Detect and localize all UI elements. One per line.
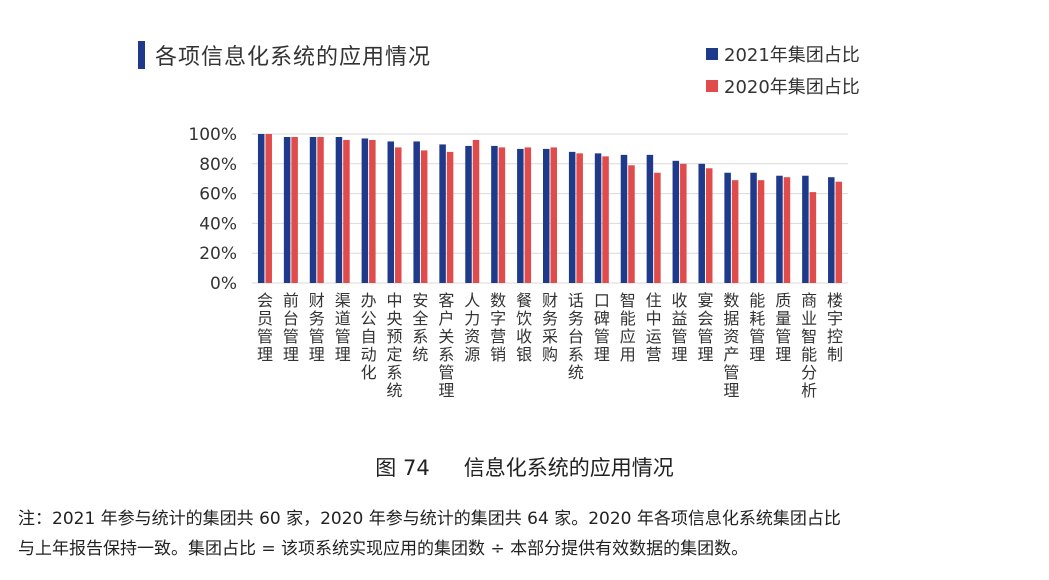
bar-2021: [802, 175, 809, 283]
figure-number: 图 74: [375, 456, 430, 480]
bar-2020: [472, 139, 480, 283]
bar-2020: [420, 150, 428, 283]
bar-2021: [257, 134, 265, 283]
x-category-label: 能耗管理: [749, 291, 765, 364]
x-category-label: 财务采购: [542, 291, 558, 364]
y-tick-label: 80%: [199, 155, 237, 175]
bar-2021: [620, 154, 628, 283]
bar-2021: [724, 172, 731, 283]
bar-2021: [465, 145, 472, 283]
bar-2021: [828, 177, 835, 283]
legend-item-2020: 2020年集团占比: [706, 70, 860, 102]
x-category-label: 商业智能分析: [801, 291, 817, 400]
bar-2020: [524, 147, 532, 283]
x-category-label: 宴会管理: [697, 291, 713, 364]
bar-2020: [291, 136, 298, 283]
bar-2020: [550, 147, 557, 283]
legend-swatch-2020: [706, 80, 718, 92]
chart-title: 各项信息化系统的应用情况: [138, 38, 431, 72]
bar-2020: [498, 147, 506, 283]
bar-2020: [835, 181, 843, 283]
y-tick-label: 60%: [199, 185, 237, 205]
bar-2020: [705, 168, 713, 283]
bar-2020: [680, 163, 687, 283]
x-category-label: 楼宇控制: [827, 291, 843, 364]
x-category-label: 客户关系管理: [438, 291, 454, 400]
bar-2020: [395, 147, 402, 283]
bar-2021: [672, 160, 680, 283]
bar-2021: [439, 144, 446, 283]
y-tick-label: 40%: [199, 214, 237, 234]
x-category-label: 收益管理: [672, 291, 688, 364]
bar-2020: [654, 172, 661, 283]
chart-legend: 2021年集团占比 2020年集团占比: [706, 38, 860, 102]
bar-2020: [369, 139, 376, 283]
bar-chart: 0% 20% 40% 60% 80% 100% 会员管理前台管理财务管理渠道管理办公自动化中…: [188, 125, 848, 400]
bar-2020: [809, 192, 817, 283]
chart-title-text: 各项信息化系统的应用情况: [155, 45, 432, 70]
footnote: 注：2021 年参与统计的集团共 60 家，2020 年参与统计的集团共 64 …: [18, 504, 1038, 564]
x-category-label: 口碑管理: [594, 291, 610, 364]
x-category-label: 话务台系统: [568, 291, 584, 382]
bar-2021: [698, 163, 705, 283]
x-category-label: 前台管理: [283, 291, 299, 364]
bar-2021: [517, 148, 524, 283]
footnote-line-1: 注：2021 年参与统计的集团共 60 家，2020 年参与统计的集团共 64 …: [18, 509, 841, 529]
bar-2020: [317, 136, 324, 283]
bar-2020: [446, 151, 454, 283]
legend-item-2021: 2021年集团占比: [706, 38, 860, 70]
bar-2020: [628, 165, 635, 283]
bar-2021: [776, 175, 783, 283]
bar-2021: [568, 151, 576, 283]
bar-2020: [265, 134, 272, 283]
x-category-label: 安全系统: [412, 291, 428, 364]
bar-2021: [387, 141, 395, 283]
legend-swatch-2021: [706, 48, 718, 60]
bar-2021: [594, 153, 602, 283]
y-tick-label: 20%: [199, 244, 237, 264]
bar-2020: [783, 177, 791, 283]
title-accent-bar: [138, 41, 145, 69]
bar-2020: [602, 156, 609, 283]
bar-2021: [361, 138, 369, 283]
x-category-label: 办公自动化: [361, 291, 377, 382]
bar-2021: [543, 148, 550, 283]
legend-label-2021: 2021年集团占比: [724, 45, 860, 66]
y-tick-label: 100%: [188, 125, 237, 145]
figure-title: 信息化系统的应用情况: [463, 456, 674, 480]
bar-2021: [491, 145, 498, 283]
bar-2021: [309, 136, 317, 283]
footnote-line-2: 与上年报告保持一致。集团占比 = 该项系统实现应用的集团数 ÷ 本部分提供有效数…: [18, 539, 749, 559]
legend-label-2020: 2020年集团占比: [724, 77, 860, 98]
x-category-label: 人力资源: [464, 291, 480, 364]
bar-2021: [335, 136, 343, 283]
bar-2021: [413, 141, 420, 283]
bar-2020: [731, 180, 739, 283]
x-category-label: 餐饮收银: [516, 291, 532, 364]
bar-2020: [757, 180, 765, 283]
x-category-label: 中央预定系统: [387, 291, 403, 400]
bar-2021: [646, 154, 654, 283]
x-category-label: 智能应用: [620, 291, 636, 364]
bar-2020: [576, 153, 583, 283]
x-category-label: 质量管理: [775, 291, 791, 364]
x-category-label: 数字营销: [490, 291, 506, 364]
bar-2021: [283, 136, 291, 283]
figure-caption: 图 74 信息化系统的应用情况: [0, 452, 1049, 482]
x-category-label: 会员管理: [257, 291, 273, 364]
bar-2021: [750, 172, 757, 283]
bar-2020: [343, 139, 350, 283]
x-category-label: 渠道管理: [335, 291, 351, 364]
x-category-label: 数据资产管理: [723, 291, 739, 400]
x-category-label: 住中运营: [646, 291, 662, 364]
x-category-label: 财务管理: [309, 291, 325, 364]
y-tick-label: 0%: [210, 274, 237, 294]
